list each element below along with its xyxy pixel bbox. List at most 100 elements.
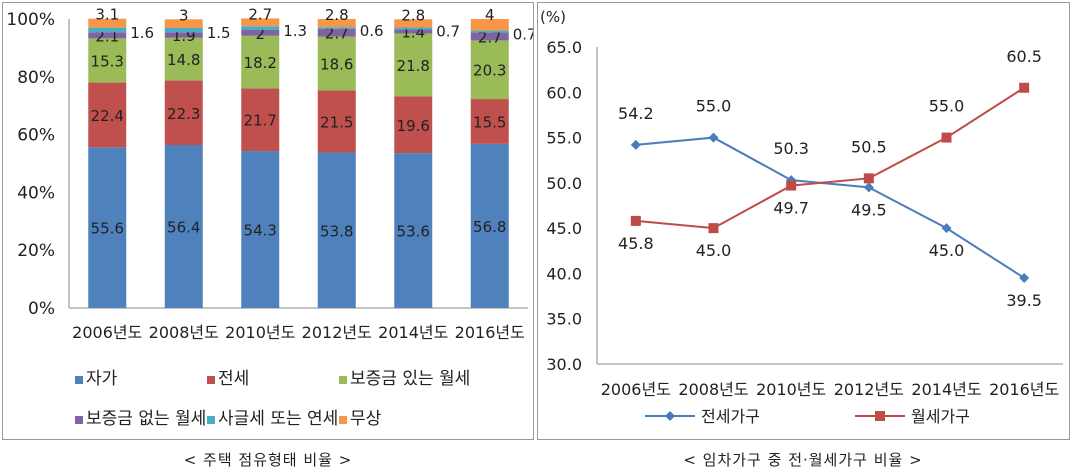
x-tick-label: 2012년도 [302,323,372,342]
y-tick-label: 45.0 [546,219,582,238]
data-label: 0.7 [513,26,533,44]
bar-segment-item-2 [164,80,203,146]
rental-ratio-chart-panel: (%) 30.0 35.0 40.0 45.0 50.0 55.0 60.0 65.0 2006년… [537,2,1070,440]
data-label: 21.7 [244,112,277,130]
data-label: 56.4 [167,219,200,237]
data-point-item-2 [786,180,797,191]
data-point-item-1 [1019,272,1030,283]
data-label: 15.5 [473,113,506,131]
y-tick-label: 20% [17,241,55,261]
legend-label-item-3: 보증금 있는 월세 [350,369,470,389]
y-tick-label: 65.0 [546,38,582,57]
data-label: 20.3 [473,62,506,80]
y-tick-label: 60% [17,126,55,146]
data-point-item-2 [1019,82,1030,93]
data-label: 14.8 [167,51,200,69]
data-label: 2.8 [325,6,349,24]
bar-segment-item-5 [241,26,280,30]
data-label: 22.3 [167,105,200,123]
bar-segment-item-1 [317,152,356,308]
data-label: 2.8 [401,6,425,24]
x-tick-label: 2008년도 [678,380,748,399]
occupancy-chart-panel: 0% 20% 40% 60% 80% 100% 2006년도 55.6 22.4 15.3 2.1 1… [2,2,537,440]
data-label: 2.7 [248,5,272,23]
bar-segment-item-2 [394,96,433,154]
legend-label-item-5: 사글세 또는 연세 [218,409,338,429]
x-tick-label: 2010년도 [756,380,826,399]
bar-segment-item-3 [317,36,356,91]
bar-segment-item-4 [317,28,356,37]
data-label: 3.1 [95,6,119,24]
y-tick-label: 55.0 [546,129,582,148]
bar-segment-item-6 [88,18,127,28]
occupancy-chart-caption: < 주택 점유형태 비율 > [183,451,353,469]
y-tick-label: 80% [17,68,55,88]
legend-swatch-item-4 [75,416,83,424]
data-label: 53.8 [320,222,353,240]
data-point-item-1 [708,132,719,143]
x-tick-label: 2014년도 [378,323,448,342]
data-label: 50.5 [851,137,887,156]
data-label: 45.0 [929,241,965,260]
bar-segment-item-2 [317,90,356,153]
legend-swatch-item-3 [339,376,347,384]
legend-label-item-4: 보증금 없는 월세 [86,409,206,429]
bar-segment-item-3 [394,33,433,97]
series-line-item-1 [635,136,1025,279]
bar-segment-item-6 [241,18,280,27]
rental-ratio-chart-caption: < 임차가구 중 전·월세가구 비율 > [683,451,923,469]
bar-segment-item-6 [164,19,203,28]
y-tick-label: 60.0 [546,83,582,102]
data-point-item-1 [630,139,641,150]
bar-segment-item-2 [88,82,127,148]
bar-segment-item-6 [394,19,433,28]
x-tick-label: 2016년도 [455,323,525,342]
bar-segment-item-1 [88,147,127,308]
data-label: 55.0 [929,97,965,116]
legend-swatch-item-1 [75,376,83,384]
bar-segment-item-4 [394,29,433,34]
data-label: 45.8 [618,234,654,253]
data-label: 56.8 [473,218,506,236]
data-label: 2 [255,25,265,43]
y-tick-label: 100% [6,10,55,30]
data-label: 1.5 [207,24,231,42]
bar-segment-item-3 [88,38,127,83]
data-label: 21.5 [320,113,353,131]
data-label: 1.3 [283,22,307,40]
data-label: 45.0 [696,241,732,260]
legend-label-item-1: 자가 [86,369,118,389]
data-label: 4 [485,6,495,24]
bar-segment-item-1 [241,151,280,308]
y-tick-label: 30.0 [546,355,582,374]
data-point-item-2 [708,223,719,234]
bar-segment-item-4 [88,32,127,39]
legend-label-item-6: 무상 [350,409,382,429]
x-tick-label: 2008년도 [149,323,219,342]
data-label: 2.7 [478,28,502,46]
data-label: 1.6 [130,24,154,42]
y-tick-label: 40.0 [546,264,582,283]
y-tick-label: 35.0 [546,310,582,329]
bar-segment-item-6 [470,19,509,31]
data-label: 54.2 [618,104,654,123]
data-label: 55.0 [696,97,732,116]
data-label: 2.7 [325,25,349,43]
data-label: 54.3 [244,222,277,240]
data-label: 21.8 [397,57,430,75]
data-label: 18.2 [244,54,277,72]
data-label: 49.7 [773,199,809,218]
data-label: 50.3 [773,139,809,158]
bar-segment-item-2 [241,88,280,152]
bar-segment-item-5 [470,30,509,33]
legend-swatch-item-5 [207,416,215,424]
bar-segment-item-1 [394,153,433,308]
bar-segment-item-2 [470,99,509,144]
bar-segment-item-5 [164,27,203,33]
bar-segment-item-1 [470,143,509,308]
data-point-item-2 [630,215,641,226]
bar-segment-item-5 [317,27,356,29]
legend-marker-item-2 [875,411,885,421]
y-tick-label: 0% [28,299,55,319]
